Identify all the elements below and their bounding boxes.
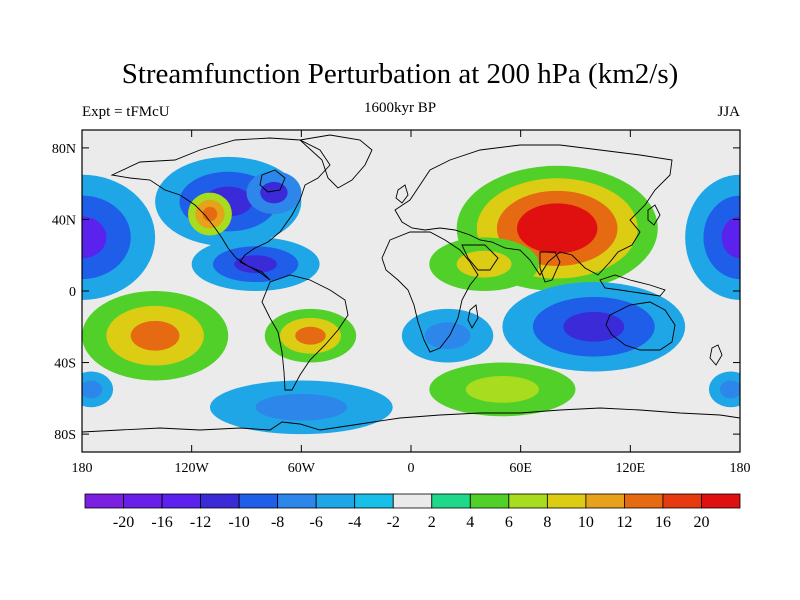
colorbar-label: 12 [616, 514, 632, 531]
colorbar-swatch [508, 493, 548, 509]
lon-label: 60W [288, 461, 316, 476]
lon-label: 180 [72, 461, 93, 476]
period-label: 1600kyr BP [363, 100, 437, 116]
coastlines [82, 134, 740, 433]
uk-coast [395, 184, 409, 204]
contour-blob-8-level-2 [130, 320, 180, 351]
new-zealand-coast [709, 344, 723, 366]
colorbar-swatch [701, 493, 741, 509]
colorbar-swatch [392, 493, 433, 509]
hudson-bay [259, 169, 286, 193]
india-coast [539, 251, 561, 283]
colorbar-swatch [624, 493, 664, 509]
axis-ticks [81, 130, 741, 452]
colorbar-label: 2 [428, 514, 436, 531]
colorbar-swatch [662, 493, 702, 509]
contour-blob-12-level-1 [424, 322, 471, 350]
colorbar-swatch [469, 493, 510, 509]
colorbar-label: -4 [348, 514, 361, 531]
lat-label: 80S [54, 428, 76, 443]
contour-blob-11-level-2 [563, 311, 625, 342]
africa-coast [381, 231, 479, 353]
colorbar-label: -6 [310, 514, 323, 531]
contour-blob-14-level-1 [82, 380, 103, 399]
colorbar-swatch [161, 493, 201, 509]
colorbar-label: -20 [113, 514, 134, 531]
lat-label: 40S [54, 357, 76, 372]
lon-label: 180 [730, 461, 751, 476]
streamfunction-fill [82, 156, 740, 435]
southeast-asia-islands [599, 274, 666, 297]
australia-coast [605, 301, 676, 351]
colorbar-swatch [238, 493, 279, 509]
colorbar-label: 16 [655, 514, 671, 531]
colorbar-swatch [431, 493, 471, 509]
lat-label: 80N [52, 142, 76, 157]
colorbar-label: -8 [271, 514, 284, 531]
colorbar-swatch [200, 493, 240, 509]
colorbar-label: 10 [578, 514, 594, 531]
contour-blob-9-level-2 [295, 326, 326, 345]
longitude-labels: 180 120W 60W 0 60E 120E 180 [72, 461, 751, 476]
north-america-coast [110, 137, 331, 281]
colorbar-label: 4 [466, 514, 474, 531]
lon-label: 120E [616, 461, 646, 476]
japan-coast [647, 204, 661, 226]
south-america-coast [261, 274, 349, 391]
colorbar-swatch [585, 493, 625, 509]
contour-blob-4-level-2 [234, 255, 277, 274]
page-title: Streamfunction Perturbation at 200 hPa (… [121, 58, 679, 90]
colorbar-label: -10 [228, 514, 249, 531]
lon-label: 60E [509, 461, 532, 476]
colorbar-label: 8 [543, 514, 551, 531]
lon-label: 120W [175, 461, 210, 476]
colorbar-swatch [354, 493, 394, 509]
colorbar-label: 6 [505, 514, 513, 531]
contour-blob-0-level-2 [82, 216, 107, 259]
colorbar-swatch [84, 493, 124, 509]
greenland-coast [299, 134, 373, 189]
colorbar-swatch [546, 493, 587, 509]
madagascar-coast [467, 304, 479, 329]
contour-blob-13-level-1 [255, 393, 348, 421]
colorbar-swatch [277, 493, 317, 509]
lat-label: 40N [52, 213, 76, 228]
colorbar-label: 20 [693, 514, 709, 531]
colorbar-label: -12 [190, 514, 211, 531]
antarctica-coast [82, 407, 740, 433]
colorbar-label: -2 [387, 514, 400, 531]
experiment-label: Expt = tFMcU [82, 104, 170, 120]
arabia-coast [461, 244, 499, 271]
lat-label: 0 [69, 285, 76, 300]
contour-blob-3-level-1 [260, 181, 288, 204]
contour-blob-5-level-2 [202, 206, 218, 222]
colorbar-label: -16 [151, 514, 172, 531]
contour-blob-7-level-1 [456, 250, 512, 278]
contour-blob-10-level-1 [465, 375, 539, 403]
season-label: JJA [717, 104, 740, 120]
map-panel [81, 129, 741, 453]
contour-blob-15-level-1 [719, 380, 740, 399]
europe-asia-coast [394, 144, 673, 276]
colorbar-labels: -20 -16 -12 -10 -8 -6 -4 -2 2 4 6 8 10 12 16 20 [113, 514, 710, 531]
lon-label: 0 [408, 461, 415, 476]
contour-blob-6-level-4 [537, 215, 578, 241]
latitude-labels: 80N 40N 0 40S 80S [52, 142, 76, 443]
colorbar-swatch [315, 493, 356, 509]
contour-blob-1-level-2 [721, 216, 740, 259]
colorbar-swatch [123, 493, 163, 509]
colorbar [84, 493, 741, 509]
